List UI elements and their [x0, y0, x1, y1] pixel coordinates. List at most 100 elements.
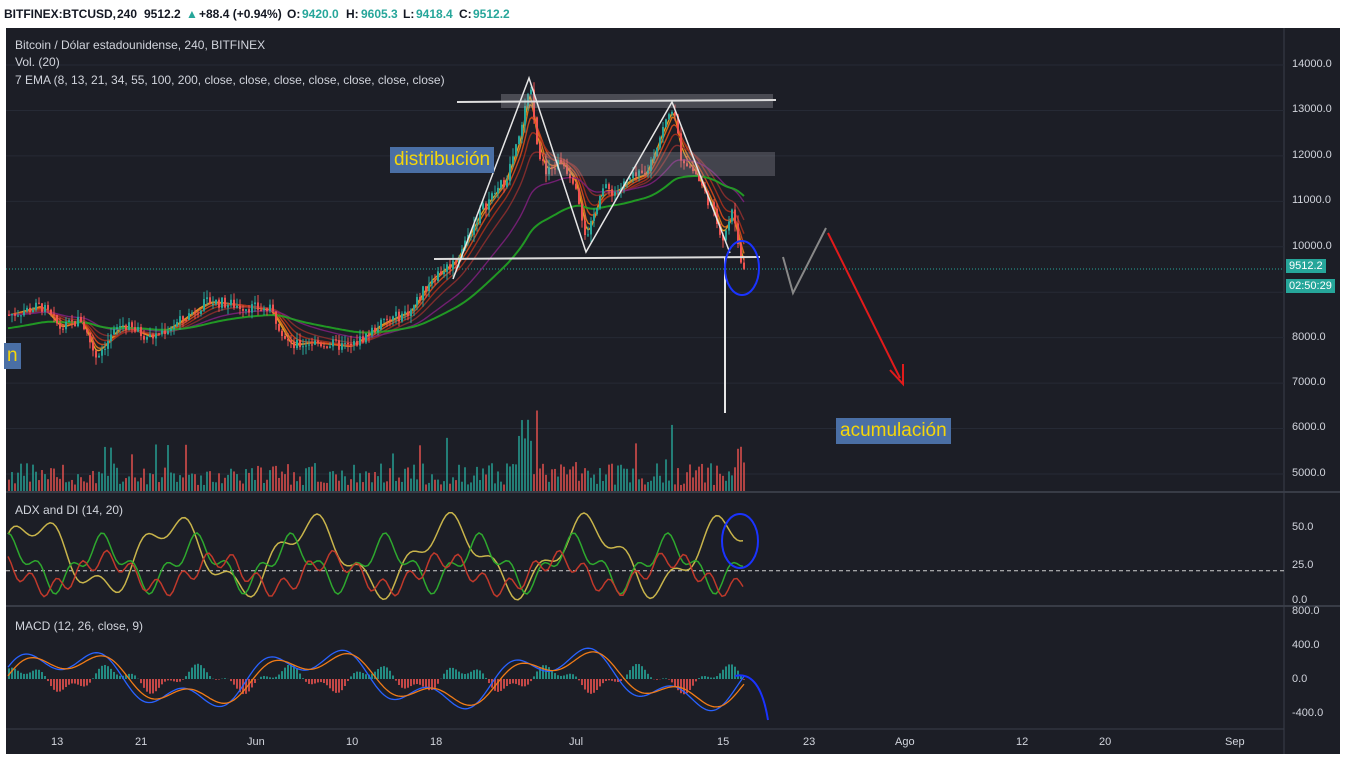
distribution-label[interactable]: distribución [390, 147, 495, 173]
volume-bar [389, 468, 391, 491]
ema-legend[interactable]: 7 EMA (8, 13, 21, 34, 55, 100, 200, clos… [15, 73, 445, 87]
candle-body [191, 312, 193, 314]
candle-body [329, 346, 331, 348]
adx-circle [721, 513, 759, 569]
macd-histogram-bar [98, 668, 100, 679]
candle-body [56, 315, 58, 324]
volume-bar [431, 474, 433, 491]
macd-histogram-bar [599, 679, 601, 687]
volume-bar [263, 482, 265, 491]
candle-body [209, 297, 211, 305]
volume-bar [512, 464, 514, 491]
adx-tick: 25.0 [1292, 559, 1314, 571]
macd-histogram-bar [185, 676, 187, 679]
volume-bar [356, 482, 358, 491]
volume-bar [650, 480, 652, 491]
candle-body [59, 323, 61, 329]
candle-body [359, 336, 361, 346]
volume-bar [149, 473, 151, 491]
macd-histogram-bar [632, 666, 634, 679]
volume-bar [695, 470, 697, 491]
volume-bar [596, 483, 598, 491]
macd-histogram-bar [131, 673, 133, 679]
candle-body [338, 340, 340, 350]
candle-body [617, 191, 619, 193]
candle-body [407, 311, 409, 317]
macd-legend[interactable]: MACD (12, 26, close, 9) [15, 619, 144, 633]
macd-histogram-bar [377, 669, 379, 679]
volume-bar [347, 484, 349, 491]
macd-histogram-bar [344, 679, 346, 687]
volume-bars [8, 410, 745, 491]
symbol-name[interactable]: BITFINEX:BTCUSD, [4, 7, 116, 21]
volume-bar [179, 475, 181, 491]
volume-bar [53, 468, 55, 491]
candle-body [218, 299, 220, 308]
last-price-tag: 9512.2 [1286, 259, 1326, 273]
macd-histogram-bar [539, 667, 541, 679]
macd-histogram-bar [140, 679, 142, 684]
candle-body [566, 166, 568, 174]
candle-body [590, 220, 592, 235]
volume-bar [326, 482, 328, 491]
volume-bar [158, 482, 160, 491]
macd-histogram-bar [95, 673, 97, 679]
resistance-line [456, 99, 777, 103]
candle-body [104, 348, 106, 350]
macd-histogram-bar [725, 666, 727, 679]
macd-histogram-bar [521, 679, 523, 687]
last-price: 9512.2 [144, 7, 181, 21]
price-tick: 5000.0 [1292, 467, 1326, 479]
adx-legend[interactable]: ADX and DI (14, 20) [15, 503, 124, 517]
cut-off-label[interactable]: n [4, 343, 21, 369]
volume-bar [194, 474, 196, 491]
interval[interactable]: 240 [117, 7, 138, 21]
volume-bar [245, 469, 247, 491]
candle-body [725, 230, 727, 241]
volume-bar [524, 438, 526, 491]
macd-histogram-bar [569, 673, 571, 679]
volume-bar [101, 473, 103, 491]
macd-tick: 800.0 [1292, 605, 1320, 617]
chart-canvas[interactable] [6, 28, 1340, 754]
volume-bar [260, 467, 262, 491]
candle-body [302, 346, 304, 348]
macd-histogram-bar [704, 676, 706, 679]
macd-histogram-bar [689, 679, 691, 690]
macd-histogram-bar [302, 678, 304, 679]
candle-body [647, 170, 649, 174]
candle-body [11, 314, 13, 316]
macd-histogram-bar [308, 679, 310, 684]
volume-bar [644, 484, 646, 491]
volume-legend[interactable]: Vol. (20) [15, 55, 60, 69]
time-tick: 15 [717, 736, 730, 748]
candle-body [464, 240, 466, 250]
volume-bar [404, 468, 406, 491]
macd-histogram-bar [458, 671, 460, 679]
candle-body [524, 106, 526, 125]
candle-body [662, 126, 664, 138]
candle-body [449, 264, 451, 270]
volume-bar [494, 483, 496, 491]
volume-bar [371, 482, 373, 491]
candle-body [431, 280, 433, 285]
price-tick: 7000.0 [1292, 376, 1326, 388]
candle-body [41, 303, 43, 312]
candle-body [149, 334, 151, 337]
ema-line [7, 103, 745, 350]
candle-body [266, 308, 268, 312]
volume-bar [368, 472, 370, 491]
candle-body [110, 334, 112, 342]
volume-bar [275, 465, 277, 491]
candle-body [392, 316, 394, 320]
macd-histogram-bar [251, 679, 253, 688]
main-legend[interactable]: Bitcoin / Dólar estadounidense, 240, BIT… [15, 38, 266, 52]
volume-bar [536, 410, 538, 491]
macd-histogram-bar [701, 676, 703, 679]
macd-histogram-bar [728, 664, 730, 679]
volume-bar [140, 477, 142, 491]
candle-body [311, 344, 313, 346]
candle-body [185, 319, 187, 321]
accumulation-label[interactable]: acumulación [836, 418, 951, 444]
